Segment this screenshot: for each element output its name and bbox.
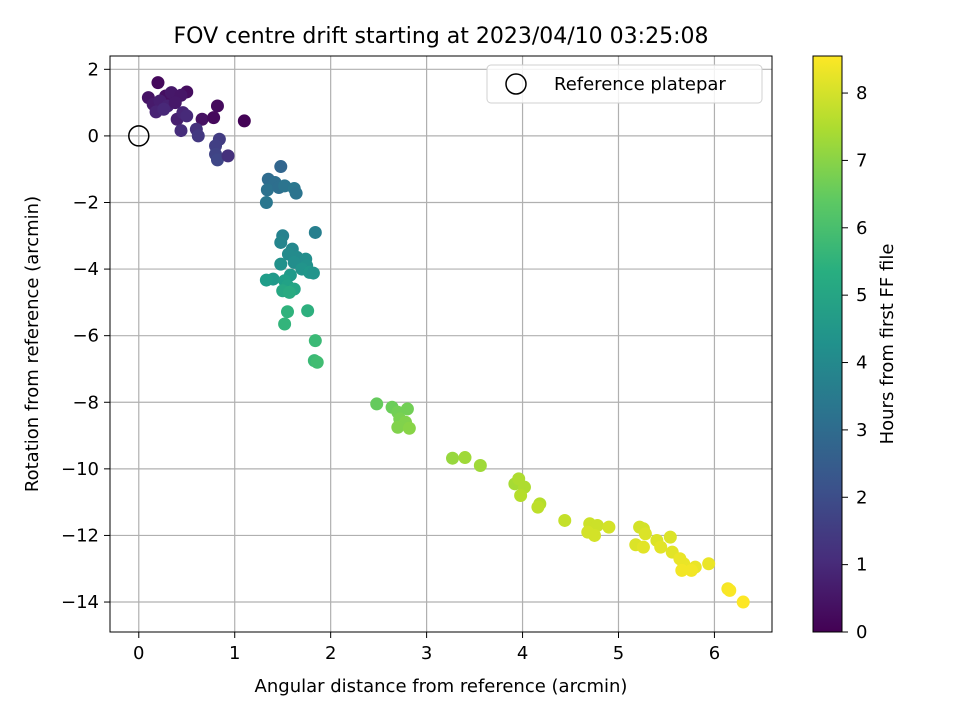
chart-title: FOV centre drift starting at 2023/04/10 … [174, 24, 709, 49]
data-point [237, 114, 251, 128]
colorbar-tick-label: 1 [856, 555, 867, 576]
data-point [723, 583, 737, 597]
legend-marker-icon [505, 73, 527, 95]
y-tick-label: −10 [61, 459, 99, 480]
data-point [174, 124, 188, 138]
plot-area [110, 56, 772, 632]
data-point [400, 402, 414, 416]
data-point [391, 420, 405, 434]
data-point [195, 112, 209, 126]
data-point [590, 518, 604, 532]
colorbar-tick-label: 3 [856, 420, 867, 441]
colorbar-tick-label: 0 [856, 622, 867, 643]
y-tick-label: −8 [72, 392, 99, 413]
data-point [210, 99, 224, 113]
data-point [654, 540, 668, 554]
data-point [638, 527, 652, 541]
y-tick-label: 2 [88, 59, 99, 80]
colorbar-tick-label: 7 [856, 150, 867, 171]
colorbar-tick-label: 2 [856, 487, 867, 508]
data-point [636, 540, 650, 554]
y-tick-label: 0 [88, 126, 99, 147]
data-point [531, 500, 545, 514]
colorbar-tick-label: 8 [856, 83, 867, 104]
y-tick-label: −4 [72, 259, 99, 280]
data-point [702, 557, 716, 571]
y-tick-label: −14 [61, 592, 99, 613]
data-point [675, 563, 689, 577]
data-point [180, 109, 194, 123]
x-tick-label: 6 [709, 643, 720, 664]
colorbar-ticks: 0 1 2 3 4 5 6 7 8 [842, 83, 867, 643]
data-point [274, 235, 288, 249]
data-point [308, 225, 322, 239]
data-point [280, 305, 294, 319]
data-point [259, 195, 273, 209]
y-tick-label: −6 [72, 326, 99, 347]
data-point [310, 355, 324, 369]
data-point [274, 257, 288, 271]
data-point [289, 186, 303, 200]
data-point [473, 459, 487, 473]
colorbar-tick-label: 5 [856, 285, 867, 306]
colorbar: 0 1 2 3 4 5 6 7 8 Hours from first FF file [812, 55, 898, 643]
data-point [602, 520, 616, 534]
data-point [558, 513, 572, 527]
data-point [168, 96, 182, 110]
legend-box [486, 64, 763, 104]
data-point [301, 304, 315, 318]
data-point [370, 397, 384, 411]
y-tick-label: −2 [72, 192, 99, 213]
data-point [221, 149, 235, 163]
data-point [207, 111, 221, 125]
colorbar-tick-label: 6 [856, 218, 867, 239]
data-point [514, 488, 528, 502]
y-axis-label: Rotation from reference (arcmin) [22, 196, 43, 492]
x-tick-label: 3 [421, 643, 432, 664]
plot-frame [109, 55, 773, 633]
data-point [157, 102, 171, 116]
legend-entry-reference-platepar: Reference platepar [554, 74, 726, 95]
x-axis-label: Angular distance from reference (arcmin) [255, 676, 628, 697]
grid-lines [110, 56, 772, 632]
data-point [259, 273, 273, 287]
x-tick-label: 5 [613, 643, 624, 664]
data-points [141, 76, 750, 609]
data-point [663, 530, 677, 544]
legend: Reference platepar [486, 64, 763, 104]
data-point [446, 451, 460, 465]
data-point [274, 160, 288, 174]
x-tick-label: 0 [133, 643, 144, 664]
data-point [191, 129, 205, 143]
data-point [306, 266, 320, 280]
y-tick-label: −12 [61, 525, 99, 546]
x-tick-label: 1 [229, 643, 240, 664]
data-point [684, 563, 698, 577]
data-point [282, 285, 296, 299]
x-tick-label: 2 [325, 643, 336, 664]
data-point [458, 451, 472, 465]
colorbar-label: Hours from first FF file [877, 244, 898, 445]
data-point [736, 595, 750, 609]
data-point [210, 153, 224, 167]
data-point [588, 528, 602, 542]
axis-ticks: 0 1 2 3 4 5 6 2 0 −2 −4 −6 −8 −10 −12 −14 [61, 59, 720, 664]
reference-platepar-marker [128, 125, 150, 147]
data-point [402, 421, 416, 435]
data-point [151, 76, 165, 90]
colorbar-gradient [812, 55, 843, 633]
colorbar-tick-label: 4 [856, 353, 867, 374]
x-tick-label: 4 [517, 643, 528, 664]
data-point [278, 317, 292, 331]
data-point [260, 183, 274, 197]
data-point [308, 334, 322, 348]
